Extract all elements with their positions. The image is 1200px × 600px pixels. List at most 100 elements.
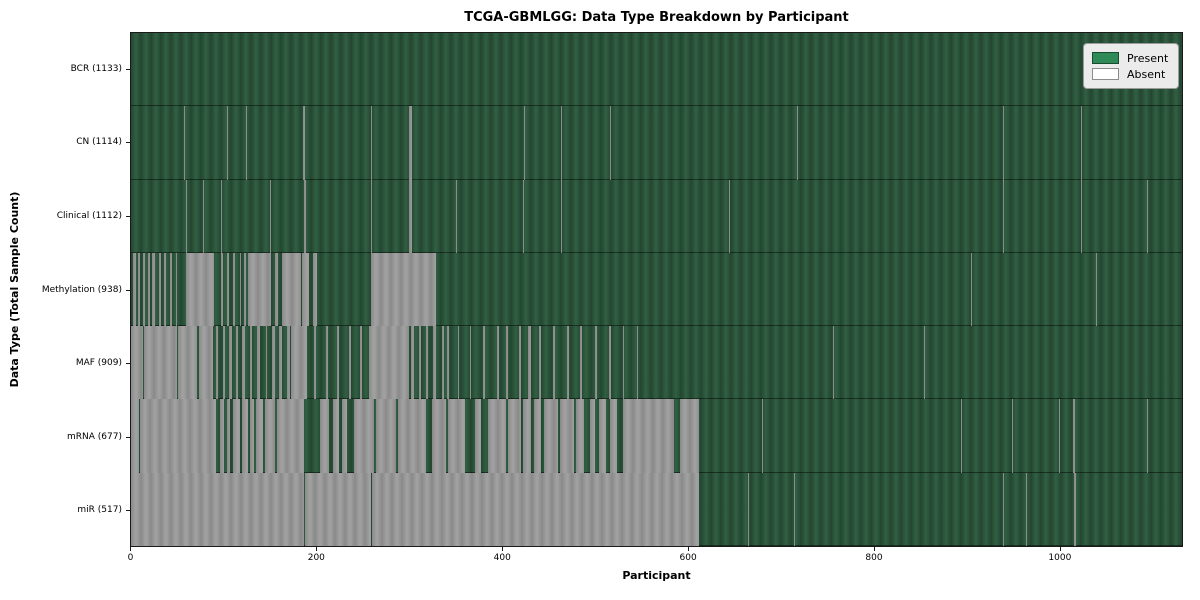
- legend: Present Absent: [1083, 43, 1179, 89]
- absent-segment: [185, 179, 187, 253]
- absent-segment: [178, 326, 197, 400]
- absent-segment: [747, 472, 749, 546]
- absent-segment: [579, 326, 582, 400]
- absent-segment: [227, 106, 229, 180]
- absent-segment: [608, 326, 611, 400]
- absent-segment: [528, 326, 531, 400]
- absent-segment: [371, 179, 373, 253]
- absent-segment: [279, 326, 283, 400]
- absent-segment: [1026, 472, 1028, 546]
- absent-segment: [794, 472, 796, 546]
- y-tick-mark: [126, 363, 130, 365]
- y-tick-mark: [126, 68, 130, 70]
- row-cn: [131, 106, 1182, 180]
- absent-segment: [312, 252, 317, 327]
- absent-segment: [249, 326, 252, 400]
- legend-item-absent: Absent: [1092, 66, 1170, 82]
- x-tick-mark: [873, 547, 875, 551]
- absent-segment: [290, 326, 308, 400]
- absent-segment: [543, 399, 558, 473]
- absent-segment: [1146, 179, 1148, 253]
- absent-segment: [203, 179, 205, 253]
- absent-segment: [276, 399, 304, 473]
- absent-segment: [523, 179, 525, 253]
- absent-segment: [561, 106, 563, 180]
- absent-segment: [1080, 106, 1082, 180]
- x-tick-mark: [688, 547, 690, 551]
- absent-segment: [375, 399, 397, 473]
- absent-segment: [325, 326, 328, 400]
- absent-segment: [132, 252, 136, 327]
- absent-segment: [360, 326, 362, 400]
- absent-segment: [1002, 472, 1004, 546]
- absent-segment: [971, 252, 973, 327]
- absent-segment: [282, 252, 301, 327]
- absent-segment: [441, 326, 444, 400]
- absent-segment: [131, 326, 144, 400]
- absent-segment: [200, 106, 202, 180]
- absent-segment: [183, 106, 185, 180]
- absent-segment: [303, 179, 307, 253]
- absent-segment: [524, 106, 526, 180]
- row-bcr: [131, 33, 1182, 107]
- absent-segment: [447, 326, 450, 400]
- absent-swatch: [1092, 68, 1119, 80]
- absent-segment: [152, 252, 156, 327]
- x-tick-mark: [316, 547, 318, 551]
- absent-segment: [140, 399, 217, 473]
- x-axis-label: Participant: [622, 569, 691, 582]
- x-tick-label-800: 800: [865, 553, 883, 563]
- absent-segment: [369, 326, 410, 400]
- y-tick-mark: [126, 142, 130, 144]
- legend-present-label: Present: [1127, 51, 1169, 65]
- plot-area: [130, 32, 1183, 547]
- absent-segment: [561, 179, 563, 253]
- absent-segment: [220, 179, 222, 253]
- absent-segment: [622, 399, 674, 473]
- absent-segment: [286, 326, 290, 400]
- absent-segment: [372, 472, 699, 546]
- absent-segment: [1098, 326, 1100, 400]
- row-mir: [131, 472, 1182, 546]
- x-tick-label-0: 0: [127, 553, 134, 563]
- absent-segment: [409, 179, 413, 253]
- legend-absent-label: Absent: [1127, 67, 1166, 81]
- absent-segment: [1059, 472, 1061, 546]
- absent-segment: [353, 399, 375, 473]
- absent-segment: [432, 399, 447, 473]
- absent-segment: [348, 326, 351, 400]
- y-tick-mark: [126, 215, 130, 217]
- absent-segment: [924, 326, 926, 400]
- absent-segment: [1072, 399, 1076, 473]
- row-clinical: [131, 179, 1182, 253]
- absent-segment: [488, 399, 506, 473]
- absent-segment: [553, 326, 555, 400]
- absent-segment: [264, 399, 275, 473]
- absent-segment: [497, 326, 500, 400]
- legend-item-present: Present: [1092, 50, 1170, 66]
- present-swatch: [1092, 52, 1119, 64]
- absent-segment: [1058, 399, 1060, 473]
- absent-segment: [242, 326, 246, 400]
- absent-segment: [305, 472, 372, 546]
- absent-segment: [425, 326, 428, 400]
- absent-segment: [599, 399, 606, 473]
- absent-segment: [164, 252, 167, 327]
- x-tick-label-200: 200: [307, 553, 325, 563]
- x-tick-mark: [502, 547, 504, 551]
- absent-segment: [611, 179, 613, 253]
- absent-segment: [185, 252, 215, 327]
- absent-segment: [1002, 106, 1004, 180]
- absent-segment: [216, 326, 219, 400]
- y-tick-label-clinical: Clinical (1112): [56, 210, 122, 221]
- absent-segment: [636, 326, 639, 400]
- absent-segment: [590, 399, 595, 473]
- absent-segment: [833, 326, 835, 400]
- absent-segment: [622, 326, 625, 400]
- absent-segment: [320, 399, 329, 473]
- absent-segment: [233, 252, 235, 327]
- absent-segment: [249, 399, 255, 473]
- x-tick-label-1000: 1000: [1048, 553, 1072, 563]
- absent-segment: [483, 326, 486, 400]
- absent-segment: [274, 252, 278, 327]
